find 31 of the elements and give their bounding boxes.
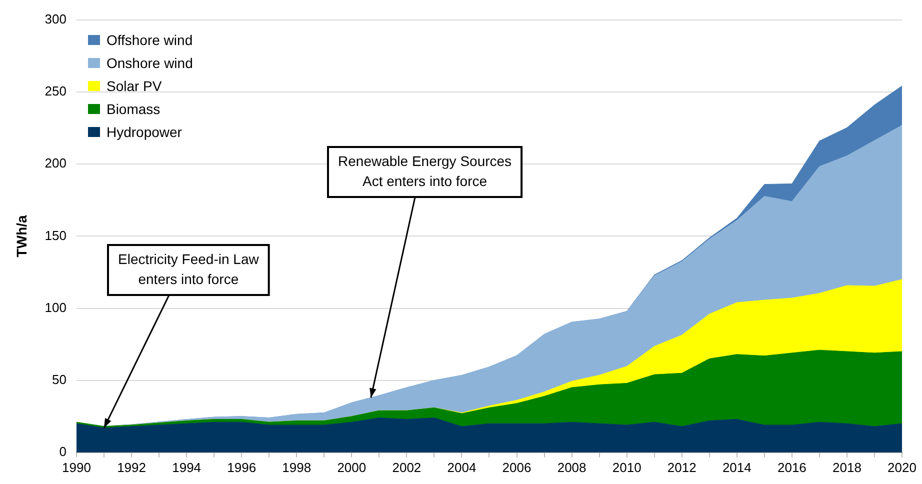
x-tick-label: 1994 <box>172 460 202 475</box>
y-tick-label: 0 <box>59 444 66 459</box>
x-tick-label: 2012 <box>667 460 696 475</box>
legend-label: Solar PV <box>106 78 162 94</box>
y-tick-label: 200 <box>44 156 66 171</box>
legend-label: Onshore wind <box>106 54 193 70</box>
x-tick-label: 2006 <box>502 460 532 475</box>
x-tick-label: 2014 <box>722 460 752 475</box>
annotation: Renewable Energy Sources Act enters into force <box>338 152 512 189</box>
x-tick-label: 2004 <box>447 460 476 475</box>
y-tick-label: 100 <box>44 300 66 315</box>
annotation: Electricity Feed-in Law enters into force <box>118 250 260 287</box>
x-tick-label: 2002 <box>392 460 422 475</box>
x-tick-label: 1996 <box>227 460 256 475</box>
x-tick-label: 2020 <box>888 460 916 475</box>
x-tick-label: 2008 <box>557 460 586 475</box>
legend-label: Biomass <box>106 100 160 116</box>
x-tick-label: 2016 <box>777 460 806 475</box>
legend-label: Offshore wind <box>106 32 193 48</box>
y-axis-title: TWh/a <box>13 214 30 258</box>
y-tick-label: 50 <box>52 372 66 387</box>
x-tick-label: 2018 <box>832 460 862 475</box>
y-tick-label: 150 <box>44 228 66 243</box>
y-tick-label: 300 <box>44 12 66 27</box>
x-tick-label: 2000 <box>337 460 366 475</box>
y-tick-label: 250 <box>44 84 66 99</box>
x-tick-label: 2010 <box>612 460 642 475</box>
x-tick-label: 1992 <box>117 460 146 475</box>
legend-label: Hydropower <box>106 124 182 140</box>
x-tick-label: 1998 <box>282 460 312 475</box>
x-tick-label: 1990 <box>62 460 91 475</box>
